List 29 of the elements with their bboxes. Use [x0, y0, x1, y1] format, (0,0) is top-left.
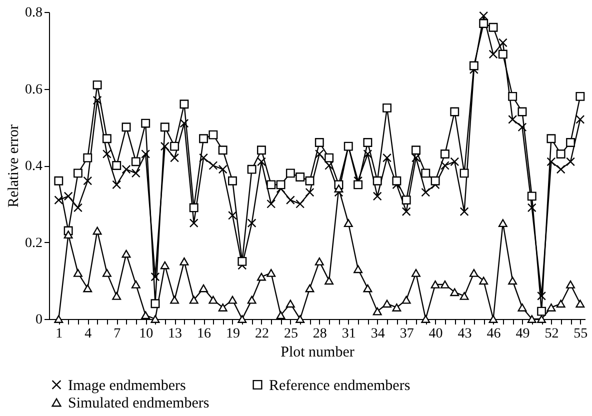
y-tick-label: 0	[36, 312, 42, 328]
x-tick-label: 25	[284, 326, 298, 342]
x-tick-label: 22	[254, 326, 269, 342]
x-tick-label: 1	[56, 326, 63, 342]
x-tick-label: 19	[226, 326, 240, 342]
x-tick-label: 43	[458, 326, 472, 342]
x-tick-label: 10	[139, 326, 154, 342]
y-tick-label: 0.4	[25, 159, 42, 174]
x-tick-label: 34	[370, 326, 385, 342]
x-tick-label: 46	[486, 326, 501, 342]
x-tick-label: 28	[312, 326, 327, 342]
legend-label: Simulated endmembers	[68, 396, 210, 412]
y-tick-label: 0.6	[25, 82, 42, 98]
x-tick-label: 37	[400, 326, 414, 342]
legend-label: Reference endmembers	[269, 378, 410, 394]
y-tick-label: 0.2	[25, 236, 42, 251]
x-tick-label: 49	[516, 326, 530, 342]
x-tick-label: 13	[168, 326, 182, 342]
x-tick-label: 40	[428, 326, 443, 342]
y-tick-label: 0.8	[25, 6, 42, 20]
x-tick-label: 7	[114, 326, 121, 342]
x-tick-label: 31	[342, 326, 356, 342]
y-axis-title: Relative error	[6, 124, 22, 208]
x-tick-label: 55	[574, 326, 588, 342]
x-tick-label: 52	[544, 326, 559, 342]
x-tick-label: 4	[84, 326, 92, 342]
x-tick-label: 16	[197, 326, 212, 342]
x-axis-title: Plot number	[280, 344, 354, 360]
legend-label: Image endmembers	[68, 378, 186, 394]
